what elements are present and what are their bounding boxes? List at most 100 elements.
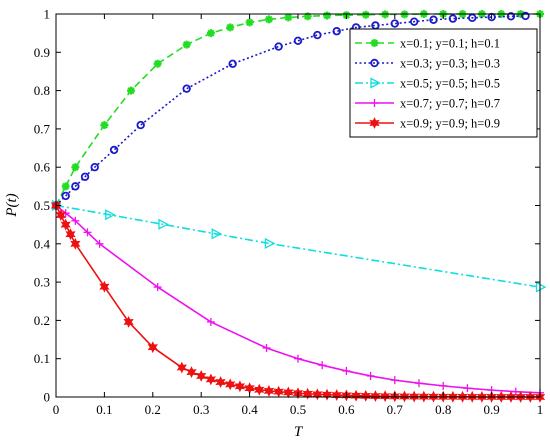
- legend-marker: [369, 117, 380, 129]
- series-2-point: [409, 17, 419, 26]
- series-2-point: [506, 12, 516, 21]
- series-5-point: [379, 390, 391, 403]
- series-2-point: [521, 11, 530, 21]
- x-tick-label: 0.3: [193, 402, 209, 417]
- x-axis-label: T: [294, 424, 304, 440]
- x-tick-label: 0.2: [145, 402, 161, 417]
- legend-marker: [370, 99, 379, 107]
- legend-entry-4: x=0.7; y=0.7; h=0.7: [355, 97, 500, 111]
- series-3-point: [211, 228, 223, 240]
- series-3: [51, 199, 547, 293]
- series-5-point: [225, 378, 236, 391]
- series-5-point: [196, 370, 207, 382]
- legend-label: x=0.1; y=0.1; h=0.1: [400, 37, 500, 51]
- legend-entry-5: x=0.9; y=0.9; h=0.9: [355, 117, 500, 131]
- legend-label: x=0.9; y=0.9; h=0.9: [400, 117, 500, 131]
- legend: x=0.1; y=0.1; h=0.1 x=0.3; y=0.3; h=0.3 x=…: [349, 28, 538, 138]
- series-5-point: [70, 237, 81, 250]
- x-tick-label: 0.9: [483, 402, 499, 417]
- series-3-line: [55, 204, 541, 288]
- x-tick-label: 1: [537, 402, 544, 417]
- series-1-point: [284, 13, 293, 22]
- x-tick-label: 0.7: [387, 402, 404, 417]
- series-4-point: [95, 239, 104, 248]
- series-1-point: [303, 12, 312, 21]
- x-tick-label: 0.4: [241, 402, 258, 417]
- series-4-point: [206, 317, 215, 326]
- legend-marker: [370, 58, 379, 68]
- series-4-point: [318, 361, 327, 370]
- series-5-point: [99, 280, 110, 293]
- series-2-point: [61, 191, 70, 201]
- series-4-point: [294, 354, 302, 363]
- series-5-point: [302, 387, 313, 400]
- series-4-point: [366, 371, 375, 380]
- y-tick-label: 0.1: [34, 351, 50, 366]
- y-axis-label: P(t): [4, 193, 20, 217]
- series-1-point: [153, 59, 162, 68]
- series-4-point: [153, 283, 162, 292]
- series-1-point: [206, 29, 215, 38]
- series-5-point: [321, 388, 333, 401]
- series-5-point: [147, 341, 158, 354]
- series-1-point: [323, 11, 332, 20]
- series-5-point: [331, 389, 342, 402]
- y-tick-label: 0: [44, 390, 51, 405]
- series-5-point: [55, 209, 66, 222]
- series-3-point: [264, 237, 276, 249]
- series-5-point: [263, 384, 275, 397]
- series-4-point: [463, 384, 472, 393]
- series-1-point: [264, 15, 273, 24]
- series-2-line: [55, 15, 526, 207]
- series-5-point: [186, 366, 197, 379]
- series-2-point: [182, 84, 191, 93]
- series-2-point: [429, 15, 438, 24]
- x-tick-label: 0.1: [96, 402, 112, 417]
- series-1-point: [182, 40, 191, 49]
- series-1-point: [71, 163, 80, 172]
- series-2-point: [90, 162, 99, 172]
- series-2-point: [313, 30, 322, 40]
- legend-label: x=0.5; y=0.5; h=0.5: [400, 77, 500, 91]
- series-2-point: [109, 145, 119, 155]
- legend-entry-2: x=0.3; y=0.3; h=0.3: [355, 57, 500, 71]
- series-2-point: [293, 36, 303, 46]
- series-5-point: [399, 390, 410, 403]
- y-tick-label: 0.5: [34, 198, 50, 213]
- series-1-point: [61, 182, 70, 191]
- series-4-point: [415, 379, 423, 388]
- series-4-point: [71, 216, 80, 225]
- series-2-point: [332, 27, 341, 36]
- series-1-point: [127, 86, 136, 95]
- y-tick-label: 1: [44, 7, 51, 22]
- axis-layer: 0 0.1 0.2 0.3 0.4 0.5 0.6 0.7 0.8 0.9 1 0 0.1 0.2 0.3 0…: [34, 7, 544, 418]
- series-2-point: [228, 59, 237, 68]
- y-tick-label: 0.8: [34, 83, 50, 98]
- legend-box: [349, 28, 538, 138]
- legend-entry-1: x=0.1; y=0.1; h=0.1: [355, 37, 500, 51]
- series-4-point: [262, 343, 271, 352]
- x-tick-label: 0.5: [290, 402, 306, 417]
- series-1-point: [245, 18, 254, 27]
- series-3-point: [158, 218, 169, 230]
- series-2-point: [71, 182, 80, 191]
- series-5-point: [205, 373, 217, 386]
- series-2-point: [136, 120, 145, 130]
- series-5-point: [234, 380, 246, 393]
- series-5-point: [176, 361, 187, 374]
- series-5-point: [350, 389, 362, 402]
- series-2-point: [80, 172, 90, 181]
- y-tick-label: 0.2: [34, 313, 50, 328]
- x-tick-label: 0: [53, 402, 60, 417]
- series-5-point: [123, 315, 134, 328]
- legend-label: x=0.3; y=0.3; h=0.3: [400, 57, 500, 71]
- y-tick-label: 0.6: [34, 160, 51, 175]
- legend-marker: [370, 77, 381, 89]
- x-tick-label: 0.8: [435, 402, 451, 417]
- y-tick-label: 0.4: [34, 236, 51, 251]
- series-5-point: [370, 390, 381, 402]
- series-2-point: [468, 13, 477, 23]
- series-2-point: [448, 14, 458, 23]
- series-5-point: [360, 389, 371, 402]
